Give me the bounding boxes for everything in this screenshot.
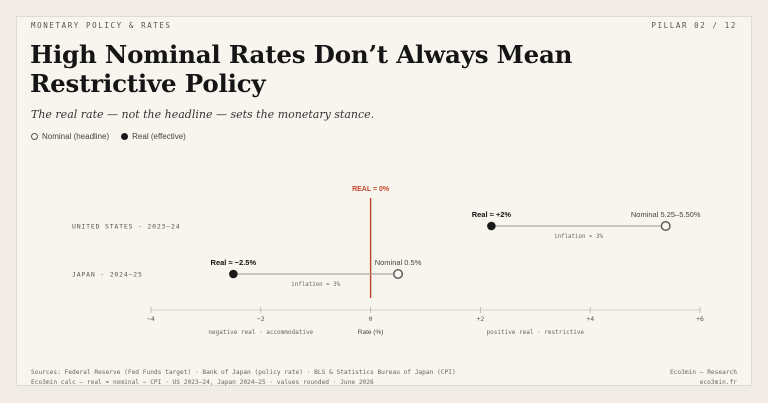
sources-text: Sources: Federal Reserve (Fed Funds targ…: [31, 369, 456, 376]
x-tick-label: +6: [696, 315, 704, 323]
real-rate-label: Real ≈ +2%: [472, 210, 512, 219]
x-tick-label: 0: [369, 315, 373, 323]
calc-note: Eco3min calc — real ≈ nominal − CPI · US…: [31, 378, 374, 386]
x-tick-label: −2: [257, 315, 265, 323]
nominal-rate-label: Nominal 5.25–5.50%: [631, 210, 701, 219]
footer-sources: Sources: Federal Reserve (Fed Funds targ…: [31, 368, 456, 387]
chart-card: [16, 16, 752, 386]
row-label-country: JAPAN · 2024–25: [72, 271, 143, 279]
legend-filled-circle-icon: [121, 133, 129, 140]
inflation-label: inflation ≈ 3%: [291, 282, 340, 288]
chart-title: High Nominal Rates Don’t Always Mean Res…: [30, 40, 573, 98]
section-kicker: MONETARY POLICY & RATES: [31, 21, 172, 30]
nominal-rate-dot: [393, 269, 404, 280]
legend: Nominal (headline) Real (effective): [31, 132, 198, 141]
brand-name: Eco3min — Research: [669, 369, 737, 376]
chart-subtitle: The real rate — not the headline — sets …: [31, 108, 375, 121]
real-rate-dot: [229, 269, 238, 279]
legend-item-nominal: Nominal (headline): [31, 132, 109, 141]
zone-label-positive: positive real · restrictive: [487, 329, 585, 336]
nominal-rate-dot: [660, 220, 671, 231]
row-label-country: UNITED STATES · 2023–24: [72, 223, 180, 231]
x-tick-label: +4: [586, 315, 594, 323]
zero-line-label: REAL = 0%: [352, 186, 390, 193]
nominal-rate-label: Nominal 0.5%: [375, 258, 422, 267]
inflation-label: inflation ≈ 3%: [554, 234, 603, 240]
legend-item-real: Real (effective): [121, 132, 186, 141]
pillar-indicator: PILLAR 02 / 12: [651, 21, 737, 30]
real-rate-label: Real ≈ −2.5%: [211, 258, 257, 267]
legend-open-circle-icon: [31, 133, 38, 140]
legend-label-nominal: Nominal (headline): [42, 132, 110, 141]
brand-site: eco3min.fr: [699, 378, 737, 386]
legend-label-real: Real (effective): [132, 132, 186, 141]
x-tick-label: −4: [147, 315, 155, 323]
zone-label-negative: negative real · accommodative: [208, 329, 313, 336]
x-tick-label: +2: [476, 315, 484, 323]
x-axis-label: Rate (%): [358, 329, 384, 336]
real-rate-dot: [487, 221, 496, 231]
footer-brand: Eco3min — Research eco3min.fr: [670, 368, 737, 387]
